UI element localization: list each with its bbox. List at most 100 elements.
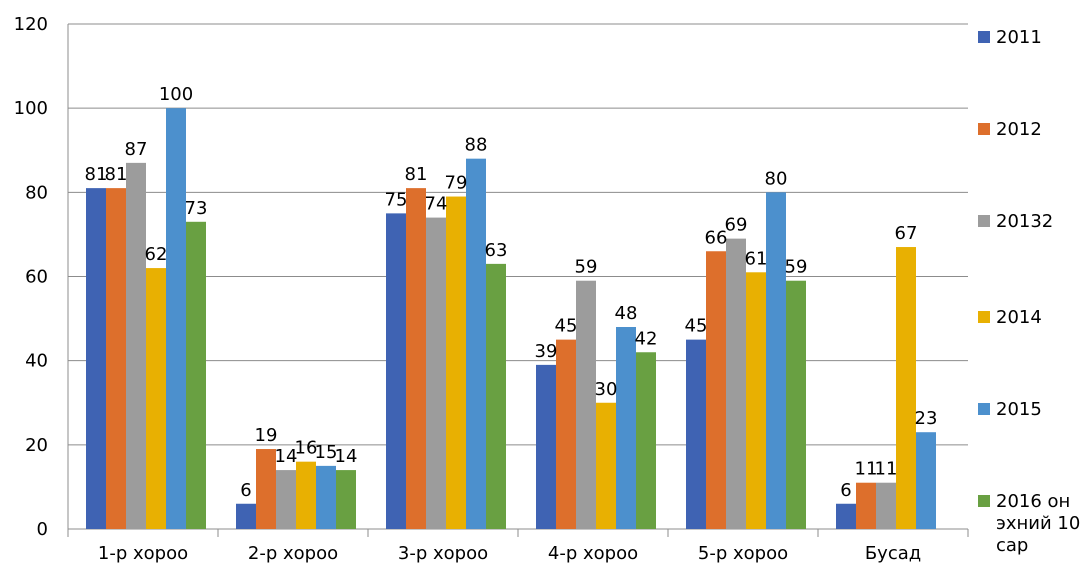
data-label: 19 xyxy=(255,425,278,446)
bar xyxy=(256,449,276,529)
bar xyxy=(316,465,336,529)
y-tick-label: 20 xyxy=(25,435,48,456)
x-tick-label: Бусад xyxy=(865,543,921,564)
bar xyxy=(726,238,746,529)
data-label: 81 xyxy=(405,164,428,185)
x-tick-label: 4-р хороо xyxy=(548,543,638,564)
data-label: 6 xyxy=(840,480,851,501)
bar xyxy=(296,461,316,529)
legend-label: 20132 xyxy=(996,211,1053,232)
data-label: 79 xyxy=(445,173,468,194)
data-labels: 81 6 75 39 45 6 81 19 81 45 66 11 87 14 74 59 69 11 62 16 79… xyxy=(85,84,938,501)
legend-swatch xyxy=(978,215,990,227)
data-label: 59 xyxy=(785,257,808,278)
bar xyxy=(186,221,206,529)
data-label: 87 xyxy=(125,139,148,160)
x-tick-labels: 1-р хороо 2-р хороо 3-р хороо 4-р хороо 5-р … xyxy=(98,543,921,564)
data-label: 100 xyxy=(159,84,193,105)
bar xyxy=(746,272,766,529)
data-label: 11 xyxy=(875,459,898,480)
data-label: 69 xyxy=(725,215,748,236)
data-label: 14 xyxy=(335,446,358,467)
data-label: 6 xyxy=(240,480,251,501)
bar xyxy=(486,263,506,529)
x-tick-label: 5-р хороо xyxy=(698,543,788,564)
data-label: 23 xyxy=(915,408,938,429)
bar xyxy=(406,188,426,529)
data-label: 48 xyxy=(615,303,638,324)
legend-swatch xyxy=(978,311,990,323)
legend-label-line: 2016 он xyxy=(996,491,1070,512)
bar xyxy=(106,188,126,529)
legend-swatch xyxy=(978,495,990,507)
y-tick-label: 0 xyxy=(37,519,48,540)
legend-swatch xyxy=(978,123,990,135)
data-label: 63 xyxy=(485,240,508,261)
bar xyxy=(636,352,656,529)
y-tick-label: 60 xyxy=(25,267,48,288)
bar xyxy=(766,192,786,530)
bar xyxy=(166,108,186,530)
data-label: 62 xyxy=(145,244,168,265)
data-label: 16 xyxy=(295,438,318,459)
bar xyxy=(336,470,356,529)
bar xyxy=(386,213,406,529)
data-label: 15 xyxy=(315,442,338,463)
bar xyxy=(426,217,446,530)
legend-label: 2016 он эхний 10 сар xyxy=(996,491,1080,556)
data-label: 66 xyxy=(705,227,728,248)
grid-lines xyxy=(68,23,968,446)
data-label: 39 xyxy=(535,341,558,362)
data-label: 73 xyxy=(185,198,208,219)
bar xyxy=(856,482,876,529)
data-label: 59 xyxy=(575,257,598,278)
data-label: 67 xyxy=(895,223,918,244)
data-label: 81 xyxy=(85,164,108,185)
x-tick-label: 2-р хороо xyxy=(248,543,338,564)
legend-label: 2015 xyxy=(996,399,1042,420)
y-tick-labels: 0 20 40 60 80 100 120 xyxy=(14,14,48,540)
legend-label: 2014 xyxy=(996,307,1042,328)
bar xyxy=(126,162,146,529)
bars xyxy=(86,108,936,530)
y-tick-label: 120 xyxy=(14,14,48,35)
data-label: 45 xyxy=(555,316,578,337)
bar xyxy=(836,503,856,529)
legend-label-line: сар xyxy=(996,535,1028,556)
legend-swatch xyxy=(978,403,990,415)
bar xyxy=(686,339,706,529)
data-label: 74 xyxy=(425,194,448,215)
data-label: 80 xyxy=(765,168,788,189)
bar xyxy=(556,339,576,529)
legend-label-line: эхний 10 xyxy=(996,513,1080,534)
bar xyxy=(446,196,466,529)
legend-label: 2012 xyxy=(996,119,1042,140)
bar xyxy=(276,470,296,529)
bar xyxy=(916,432,936,529)
bar xyxy=(86,188,106,529)
bar xyxy=(146,268,166,529)
data-label: 88 xyxy=(465,135,488,156)
legend-swatch xyxy=(978,31,990,43)
x-tick-label: 1-р хороо xyxy=(98,543,188,564)
data-label: 61 xyxy=(745,248,768,269)
data-label: 75 xyxy=(385,189,408,210)
bar xyxy=(616,327,636,529)
data-label: 30 xyxy=(595,379,618,400)
data-label: 11 xyxy=(855,459,878,480)
bar xyxy=(536,364,556,529)
data-label: 45 xyxy=(685,316,708,337)
bar xyxy=(786,280,806,529)
bar xyxy=(706,251,726,529)
bar xyxy=(596,402,616,529)
data-label: 14 xyxy=(275,446,298,467)
axes xyxy=(67,24,969,537)
legend-label: 2011 xyxy=(996,27,1042,48)
y-tick-label: 80 xyxy=(25,182,48,203)
legend: 2011 2012 20132 2014 2015 2016 он эхний 10 сар xyxy=(978,27,1080,556)
bar xyxy=(876,482,896,529)
y-tick-label: 100 xyxy=(14,98,48,119)
bar xyxy=(466,158,486,529)
